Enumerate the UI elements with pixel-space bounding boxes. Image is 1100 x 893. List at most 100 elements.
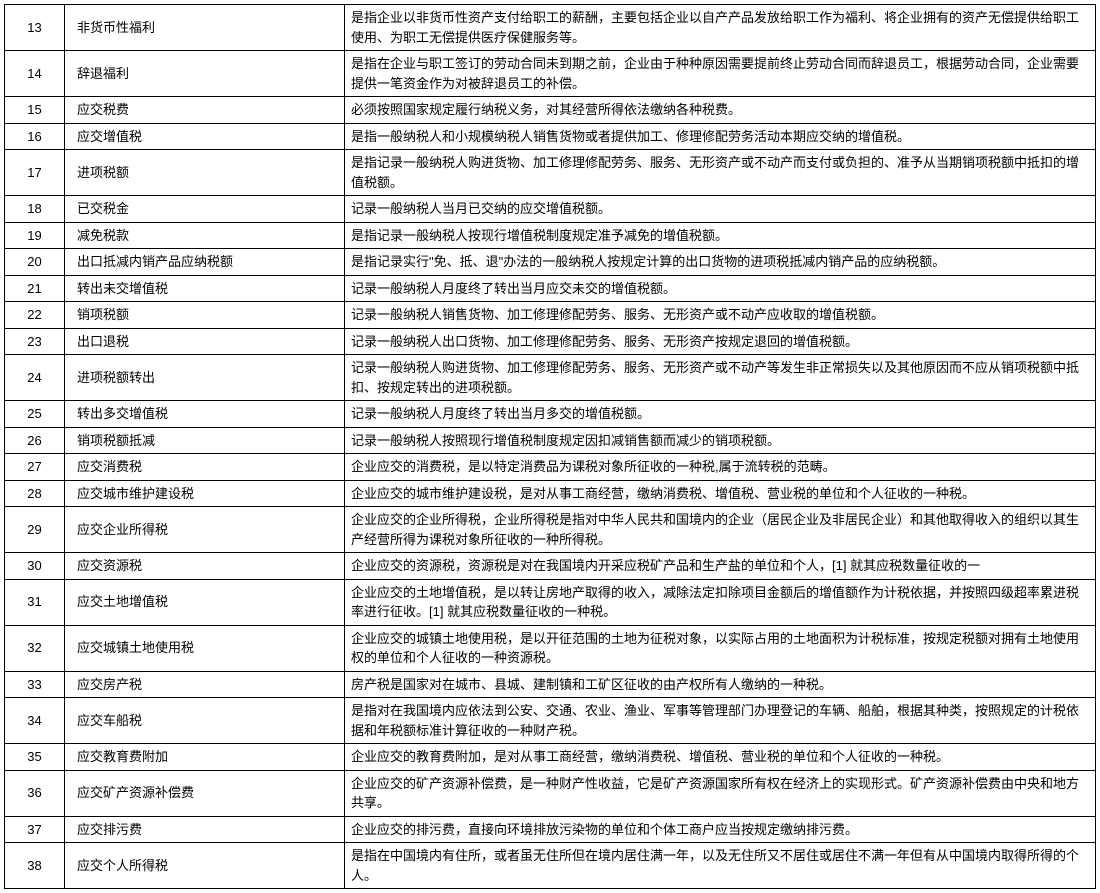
row-number: 34: [5, 698, 65, 744]
table-row: 20出口抵减内销产品应纳税额是指记录实行"免、抵、退"办法的一般纳税人按规定计算…: [5, 249, 1096, 276]
table-row: 23出口退税记录一般纳税人出口货物、加工修理修配劳务、服务、无形资产按规定退回的…: [5, 328, 1096, 355]
term-description: 企业应交的消费税，是以特定消费品为课税对象所征收的一种税,属于流转税的范畴。: [345, 454, 1096, 481]
term-name: 应交消费税: [65, 454, 345, 481]
table-row: 24进项税额转出记录一般纳税人购进货物、加工修理修配劳务、服务、无形资产或不动产…: [5, 355, 1096, 401]
row-number: 33: [5, 671, 65, 698]
row-number: 21: [5, 275, 65, 302]
row-number: 36: [5, 770, 65, 816]
table-row: 33应交房产税房产税是国家对在城市、县城、建制镇和工矿区征收的由产权所有人缴纳的…: [5, 671, 1096, 698]
term-description: 企业应交的排污费，直接向环境排放污染物的单位和个体工商户应当按规定缴纳排污费。: [345, 816, 1096, 843]
table-row: 31应交土地增值税企业应交的土地增值税，是以转让房地产取得的收入，减除法定扣除项…: [5, 579, 1096, 625]
term-name: 应交增值税: [65, 123, 345, 150]
table-row: 29应交企业所得税企业应交的企业所得税，企业所得税是指对中华人民共和国境内的企业…: [5, 507, 1096, 553]
term-description: 记录一般纳税人购进货物、加工修理修配劳务、服务、无形资产或不动产等发生非正常损失…: [345, 355, 1096, 401]
term-description: 是指在企业与职工签订的劳动合同未到期之前，企业由于种种原因需要提前终止劳动合同而…: [345, 51, 1096, 97]
term-name: 转出未交增值税: [65, 275, 345, 302]
term-description: 是指记录一般纳税人按现行增值税制度规定准予减免的增值税额。: [345, 222, 1096, 249]
row-number: 27: [5, 454, 65, 481]
row-number: 37: [5, 816, 65, 843]
term-name: 应交企业所得税: [65, 507, 345, 553]
term-description: 企业应交的矿产资源补偿费，是一种财产性收益，它是矿产资源国家所有权在经济上的实现…: [345, 770, 1096, 816]
term-name: 应交税费: [65, 97, 345, 124]
table-row: 27应交消费税企业应交的消费税，是以特定消费品为课税对象所征收的一种税,属于流转…: [5, 454, 1096, 481]
term-description: 企业应交的教育费附加，是对从事工商经营，缴纳消费税、增值税、营业税的单位和个人征…: [345, 744, 1096, 771]
term-name: 销项税额抵减: [65, 427, 345, 454]
term-name: 应交教育费附加: [65, 744, 345, 771]
row-number: 31: [5, 579, 65, 625]
table-row: 22销项税额记录一般纳税人销售货物、加工修理修配劳务、服务、无形资产或不动产应收…: [5, 302, 1096, 329]
term-name: 应交车船税: [65, 698, 345, 744]
row-number: 16: [5, 123, 65, 150]
table-row: 21转出未交增值税记录一般纳税人月度终了转出当月应交未交的增值税额。: [5, 275, 1096, 302]
term-description: 记录一般纳税人出口货物、加工修理修配劳务、服务、无形资产按规定退回的增值税额。: [345, 328, 1096, 355]
table-row: 18已交税金记录一般纳税人当月已交纳的应交增值税额。: [5, 196, 1096, 223]
term-description: 记录一般纳税人当月已交纳的应交增值税额。: [345, 196, 1096, 223]
table-row: 30应交资源税企业应交的资源税，资源税是对在我国境内开采应税矿产品和生产盐的单位…: [5, 553, 1096, 580]
table-row: 15应交税费必须按照国家规定履行纳税义务，对其经营所得依法缴纳各种税费。: [5, 97, 1096, 124]
term-name: 应交土地增值税: [65, 579, 345, 625]
term-name: 应交资源税: [65, 553, 345, 580]
term-description: 是指对在我国境内应依法到公安、交通、农业、渔业、军事等管理部门办理登记的车辆、船…: [345, 698, 1096, 744]
term-name: 应交城市维护建设税: [65, 480, 345, 507]
term-name: 应交矿产资源补偿费: [65, 770, 345, 816]
tax-terms-table: 13非货币性福利是指企业以非货币性资产支付给职工的薪酬，主要包括企业以自产产品发…: [4, 4, 1096, 889]
term-name: 销项税额: [65, 302, 345, 329]
term-description: 是指记录实行"免、抵、退"办法的一般纳税人按规定计算的出口货物的进项税抵减内销产…: [345, 249, 1096, 276]
term-description: 必须按照国家规定履行纳税义务，对其经营所得依法缴纳各种税费。: [345, 97, 1096, 124]
term-name: 出口抵减内销产品应纳税额: [65, 249, 345, 276]
row-number: 17: [5, 150, 65, 196]
term-description: 企业应交的企业所得税，企业所得税是指对中华人民共和国境内的企业（居民企业及非居民…: [345, 507, 1096, 553]
row-number: 13: [5, 5, 65, 51]
term-description: 企业应交的土地增值税，是以转让房地产取得的收入，减除法定扣除项目金额后的增值额作…: [345, 579, 1096, 625]
term-description: 记录一般纳税人销售货物、加工修理修配劳务、服务、无形资产或不动产应收取的增值税额…: [345, 302, 1096, 329]
row-number: 29: [5, 507, 65, 553]
term-description: 企业应交的城市维护建设税，是对从事工商经营，缴纳消费税、增值税、营业税的单位和个…: [345, 480, 1096, 507]
row-number: 24: [5, 355, 65, 401]
term-name: 应交房产税: [65, 671, 345, 698]
term-description: 是指在中国境内有住所，或者虽无住所但在境内居住满一年，以及无住所又不居住或居住不…: [345, 843, 1096, 889]
table-row: 38应交个人所得税是指在中国境内有住所，或者虽无住所但在境内居住满一年，以及无住…: [5, 843, 1096, 889]
row-number: 23: [5, 328, 65, 355]
term-name: 已交税金: [65, 196, 345, 223]
term-description: 是指企业以非货币性资产支付给职工的薪酬，主要包括企业以自产产品发放给职工作为福利…: [345, 5, 1096, 51]
row-number: 20: [5, 249, 65, 276]
table-row: 35应交教育费附加企业应交的教育费附加，是对从事工商经营，缴纳消费税、增值税、营…: [5, 744, 1096, 771]
row-number: 32: [5, 625, 65, 671]
row-number: 25: [5, 401, 65, 428]
table-row: 34应交车船税是指对在我国境内应依法到公安、交通、农业、渔业、军事等管理部门办理…: [5, 698, 1096, 744]
row-number: 19: [5, 222, 65, 249]
table-row: 36应交矿产资源补偿费企业应交的矿产资源补偿费，是一种财产性收益，它是矿产资源国…: [5, 770, 1096, 816]
term-name: 进项税额转出: [65, 355, 345, 401]
table-body: 13非货币性福利是指企业以非货币性资产支付给职工的薪酬，主要包括企业以自产产品发…: [5, 5, 1096, 889]
row-number: 22: [5, 302, 65, 329]
table-row: 14辞退福利是指在企业与职工签订的劳动合同未到期之前，企业由于种种原因需要提前终…: [5, 51, 1096, 97]
row-number: 15: [5, 97, 65, 124]
table-row: 17进项税额是指记录一般纳税人购进货物、加工修理修配劳务、服务、无形资产或不动产…: [5, 150, 1096, 196]
term-description: 记录一般纳税人按照现行增值税制度规定因扣减销售额而减少的销项税额。: [345, 427, 1096, 454]
term-name: 非货币性福利: [65, 5, 345, 51]
row-number: 28: [5, 480, 65, 507]
row-number: 14: [5, 51, 65, 97]
term-description: 记录一般纳税人月度终了转出当月多交的增值税额。: [345, 401, 1096, 428]
row-number: 38: [5, 843, 65, 889]
term-description: 企业应交的资源税，资源税是对在我国境内开采应税矿产品和生产盐的单位和个人，[1]…: [345, 553, 1096, 580]
row-number: 18: [5, 196, 65, 223]
term-description: 是指一般纳税人和小规模纳税人销售货物或者提供加工、修理修配劳务活动本期应交纳的增…: [345, 123, 1096, 150]
term-name: 应交个人所得税: [65, 843, 345, 889]
table-row: 37应交排污费企业应交的排污费，直接向环境排放污染物的单位和个体工商户应当按规定…: [5, 816, 1096, 843]
table-row: 19减免税款是指记录一般纳税人按现行增值税制度规定准予减免的增值税额。: [5, 222, 1096, 249]
term-description: 是指记录一般纳税人购进货物、加工修理修配劳务、服务、无形资产或不动产而支付或负担…: [345, 150, 1096, 196]
term-description: 企业应交的城镇土地使用税，是以开征范围的土地为征税对象，以实际占用的土地面积为计…: [345, 625, 1096, 671]
table-row: 13非货币性福利是指企业以非货币性资产支付给职工的薪酬，主要包括企业以自产产品发…: [5, 5, 1096, 51]
term-name: 辞退福利: [65, 51, 345, 97]
table-row: 26销项税额抵减记录一般纳税人按照现行增值税制度规定因扣减销售额而减少的销项税额…: [5, 427, 1096, 454]
table-row: 16应交增值税是指一般纳税人和小规模纳税人销售货物或者提供加工、修理修配劳务活动…: [5, 123, 1096, 150]
term-name: 减免税款: [65, 222, 345, 249]
table-row: 28应交城市维护建设税企业应交的城市维护建设税，是对从事工商经营，缴纳消费税、增…: [5, 480, 1096, 507]
table-row: 32应交城镇土地使用税企业应交的城镇土地使用税，是以开征范围的土地为征税对象，以…: [5, 625, 1096, 671]
table-row: 25转出多交增值税记录一般纳税人月度终了转出当月多交的增值税额。: [5, 401, 1096, 428]
term-description: 记录一般纳税人月度终了转出当月应交未交的增值税额。: [345, 275, 1096, 302]
term-description: 房产税是国家对在城市、县城、建制镇和工矿区征收的由产权所有人缴纳的一种税。: [345, 671, 1096, 698]
term-name: 应交城镇土地使用税: [65, 625, 345, 671]
row-number: 35: [5, 744, 65, 771]
